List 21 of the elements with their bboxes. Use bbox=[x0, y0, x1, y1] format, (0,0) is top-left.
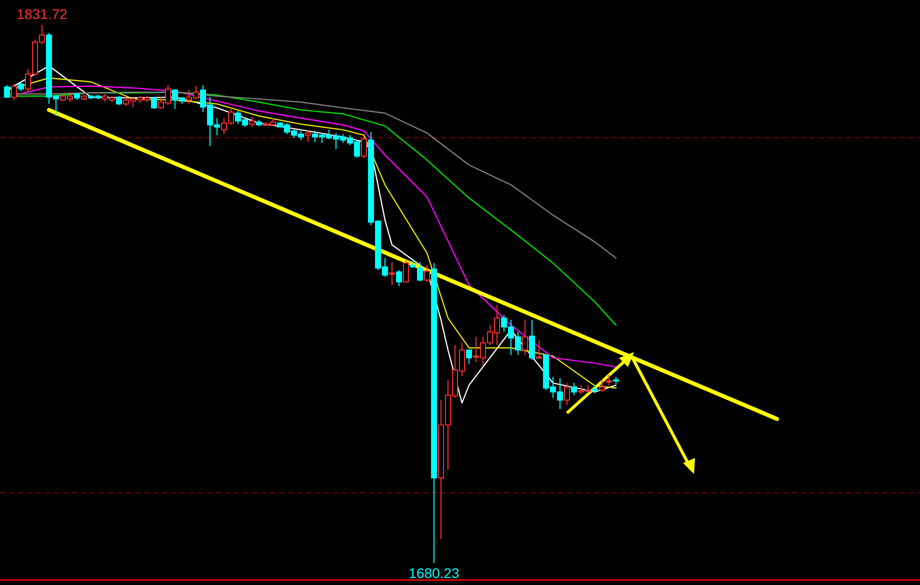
candlestick bbox=[11, 84, 17, 101]
candlestick bbox=[305, 129, 311, 142]
candlestick bbox=[403, 260, 409, 284]
annotation: 1680.23 bbox=[408, 565, 460, 581]
candlestick bbox=[4, 84, 10, 98]
candlestick bbox=[529, 319, 535, 360]
candlestick bbox=[571, 382, 577, 396]
candlestick bbox=[424, 264, 430, 282]
candlestick bbox=[389, 261, 395, 286]
candlestick bbox=[536, 340, 542, 359]
candlestick bbox=[564, 382, 570, 406]
candlestick bbox=[417, 261, 423, 282]
candlestick bbox=[466, 350, 472, 364]
candlestick bbox=[396, 270, 402, 287]
candlestick bbox=[522, 319, 528, 356]
candlestick bbox=[151, 96, 157, 110]
annotation: 1831.72 bbox=[16, 6, 68, 22]
candlestick bbox=[599, 379, 605, 392]
candlestick bbox=[606, 374, 612, 386]
candlestick bbox=[361, 136, 367, 158]
candlestick bbox=[249, 116, 255, 128]
